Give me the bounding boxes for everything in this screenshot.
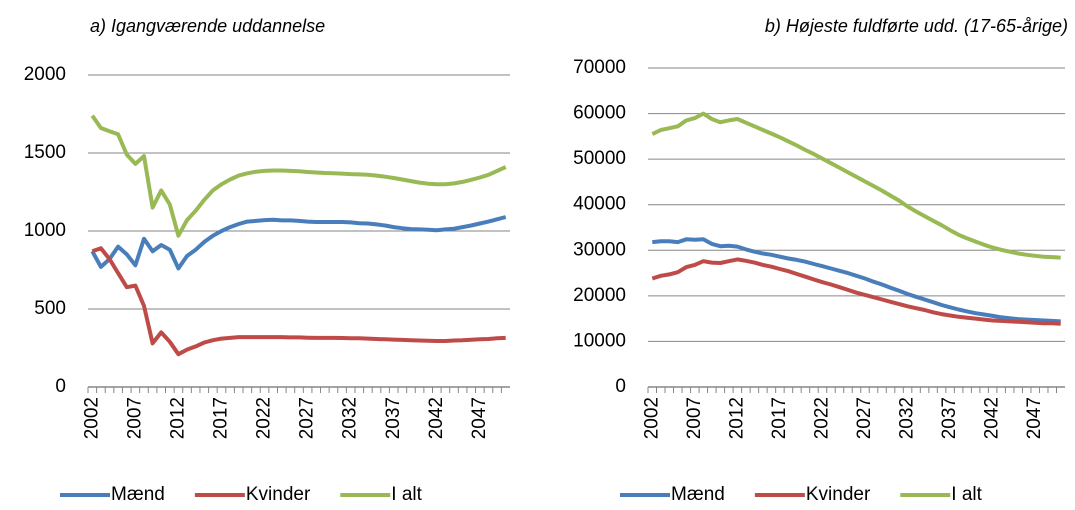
y-tick-label: 0 (615, 376, 626, 397)
legend-label: I alt (951, 484, 982, 505)
chart-title: b) Højeste fuldførte udd. (17-65-årige) (765, 16, 1068, 36)
y-tick-label: 1000 (24, 220, 66, 241)
x-tick-label: 2037 (383, 397, 404, 439)
y-tick-label: 60000 (573, 103, 626, 124)
data-line (91, 246, 506, 357)
data-line (90, 215, 507, 271)
x-tick-label: 2022 (811, 397, 832, 439)
x-tick-label: 2007 (684, 397, 705, 439)
data-line (651, 111, 1061, 260)
legend-label: I alt (391, 484, 422, 505)
legend-label: Mænd (671, 484, 725, 505)
y-tick-label: 2000 (24, 64, 66, 85)
y-tick-label: 500 (34, 298, 66, 319)
legend-label: Mænd (111, 484, 165, 505)
x-tick-label: 2022 (254, 397, 275, 439)
x-tick-label: 2017 (211, 397, 232, 439)
x-tick-label: 2047 (469, 397, 490, 439)
data-line (90, 114, 507, 238)
y-tick-label: 1500 (24, 142, 66, 163)
x-tick-label: 2042 (982, 397, 1003, 439)
x-tick-label: 2017 (769, 397, 790, 439)
y-tick-label: 10000 (573, 330, 626, 351)
chart-title: a) Igangværende uddannelse (90, 16, 325, 36)
x-tick-label: 2002 (641, 397, 662, 439)
legend-label: Kvinder (806, 484, 871, 505)
x-tick-label: 2012 (726, 397, 747, 439)
x-tick-label: 2027 (854, 397, 875, 439)
y-tick-label: 30000 (573, 239, 626, 260)
x-tick-label: 2032 (897, 397, 918, 439)
y-tick-label: 0 (55, 376, 66, 397)
y-tick-label: 20000 (573, 285, 626, 306)
y-tick-label: 70000 (573, 57, 626, 78)
x-tick-label: 2007 (124, 397, 145, 439)
data-line (651, 257, 1061, 326)
y-tick-label: 40000 (573, 194, 626, 215)
legend-label: Kvinder (246, 484, 311, 505)
x-tick-label: 2012 (167, 397, 188, 439)
data-line (652, 237, 1061, 324)
x-tick-label: 2032 (340, 397, 361, 439)
x-tick-label: 2027 (297, 397, 318, 439)
x-tick-label: 2047 (1024, 397, 1045, 439)
y-tick-label: 50000 (573, 148, 626, 169)
x-tick-label: 2002 (81, 397, 102, 439)
x-tick-label: 2042 (426, 397, 447, 439)
x-tick-label: 2037 (939, 397, 960, 439)
